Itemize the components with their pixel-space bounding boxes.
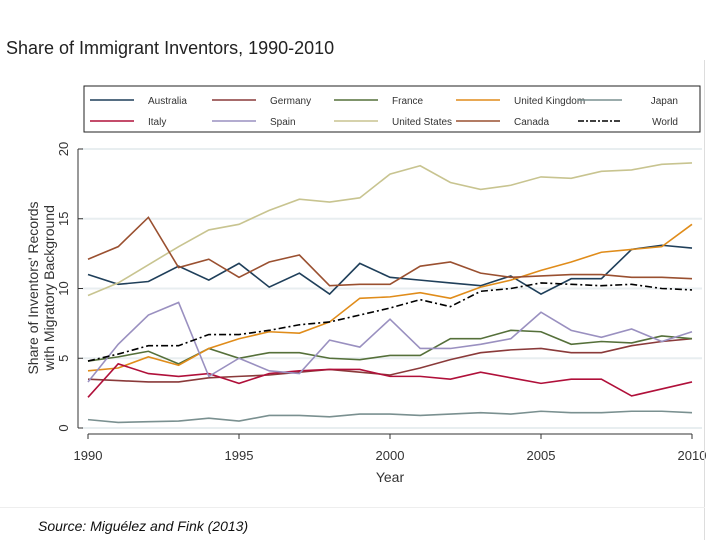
legend-label: United States	[392, 117, 452, 128]
series-line-australia	[87, 244, 693, 296]
x-tick-label: 2005	[527, 448, 556, 463]
series-line-france	[87, 329, 693, 365]
series-line-japan	[87, 410, 693, 424]
legend-box	[83, 85, 701, 133]
series-line-italy	[87, 362, 693, 398]
series-line-world	[87, 282, 693, 362]
y-tick-label: 5	[56, 355, 71, 362]
series-line-canada	[87, 216, 693, 287]
legend-label: Japan	[651, 96, 678, 107]
divider	[0, 507, 705, 508]
series-line-spain	[87, 301, 693, 383]
legend-label: World	[652, 117, 678, 128]
legend-label: Germany	[270, 96, 311, 107]
y-axis-label: Share of Inventors' Recordswith Migrator…	[25, 201, 57, 374]
y-tick-label: 20	[56, 142, 71, 156]
legend-label: France	[392, 96, 424, 107]
series-line-germany	[87, 337, 693, 383]
source-note: Source: Miguélez and Fink (2013)	[38, 518, 249, 534]
x-tick-label: 2000	[376, 448, 405, 463]
legend-label: Spain	[270, 117, 296, 128]
chart-title: Share of Immigrant Inventors, 1990-2010	[6, 38, 335, 58]
legend-label: United Kingdom	[514, 96, 585, 107]
y-tick-label: 10	[56, 281, 71, 295]
legend-label: Australia	[148, 96, 187, 107]
series-line-united-kingdom	[87, 223, 693, 372]
x-axis-label: Year	[376, 469, 405, 485]
x-tick-label: 2010	[678, 448, 707, 463]
x-tick-label: 1990	[74, 448, 103, 463]
series-line-united-states	[87, 162, 693, 297]
y-tick-label: 15	[56, 212, 71, 226]
legend-label: Italy	[148, 117, 166, 128]
divider	[704, 60, 705, 540]
y-tick-label: 0	[56, 424, 71, 431]
legend-label: Canada	[514, 117, 549, 128]
x-tick-label: 1995	[225, 448, 254, 463]
